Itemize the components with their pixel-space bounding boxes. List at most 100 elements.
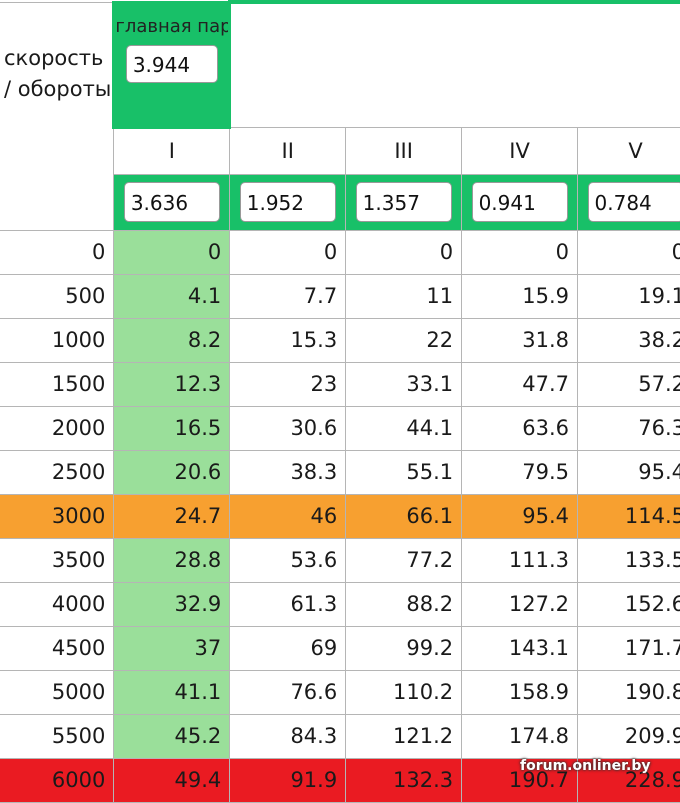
speed-cell-gear-4: 47.7 [461, 361, 579, 407]
speed-cell-gear-4: 111.3 [461, 537, 579, 583]
rpm-cell: 5500 [0, 713, 115, 759]
speed-cell-gear-4: 95.4 [461, 493, 579, 539]
rpm-cell: 6000 [0, 757, 115, 803]
speed-cell-gear-4: 15.9 [461, 273, 579, 319]
gear-ratio-cell-3: 1.357 [345, 173, 463, 231]
gear-header-1: I [113, 126, 231, 175]
table-row: 4500 37 69 99.2 143.1 171.7 [0, 625, 680, 671]
rpm-cell: 1500 [0, 361, 115, 407]
speed-cell-gear-1: 0 [113, 229, 231, 275]
speed-cell-gear-3: 132.3 [345, 757, 463, 803]
speed-cell-gear-2: 69 [229, 625, 347, 671]
speed-cell-gear-2: 38.3 [229, 449, 347, 495]
rpm-cell: 4000 [0, 581, 115, 627]
speed-cell-gear-5: 95.4 [577, 449, 680, 495]
gear-ratio-cell-1: 3.636 [113, 173, 231, 231]
speed-cell-gear-1: 24.7 [113, 493, 231, 539]
gear-ratio-cell-4: 0.941 [461, 173, 579, 231]
speed-cell-gear-2: 23 [229, 361, 347, 407]
speed-cell-gear-4: 0 [461, 229, 579, 275]
main-pair-cell: главная пара 3.944 [112, 0, 232, 129]
table-row: 4000 32.9 61.3 88.2 127.2 152.6 [0, 581, 680, 627]
table-row: 3000 24.7 46 66.1 95.4 114.5 [0, 493, 680, 539]
speed-cell-gear-4: 31.8 [461, 317, 579, 363]
rpm-cell: 1000 [0, 317, 115, 363]
gear-header-4: IV [461, 126, 579, 175]
gear-ratio-input-1[interactable]: 3.636 [123, 182, 220, 222]
speed-cell-gear-3: 88.2 [345, 581, 463, 627]
speed-cell-gear-3: 22 [345, 317, 463, 363]
forum-watermark: forum.onliner.by [520, 758, 651, 774]
speed-cell-gear-5: 133.5 [577, 537, 680, 583]
rpm-cell: 4500 [0, 625, 115, 671]
speed-cell-gear-1: 8.2 [113, 317, 231, 363]
table-row: 3500 28.8 53.6 77.2 111.3 133.5 [0, 537, 680, 583]
top-empty-area [229, 0, 680, 127]
speed-cell-gear-3: 44.1 [345, 405, 463, 451]
speed-cell-gear-5: 76.3 [577, 405, 680, 451]
speed-cell-gear-1: 37 [113, 625, 231, 671]
gear-ratio-cell-5: 0.784 [577, 173, 680, 231]
speed-cell-gear-1: 45.2 [113, 713, 231, 759]
gear-ratio-input-2[interactable]: 1.952 [239, 182, 336, 222]
speed-cell-gear-1: 49.4 [113, 757, 231, 803]
speed-cell-gear-4: 63.6 [461, 405, 579, 451]
speed-cell-gear-3: 99.2 [345, 625, 463, 671]
speed-cell-gear-5: 0 [577, 229, 680, 275]
speed-cell-gear-1: 20.6 [113, 449, 231, 495]
gear-header-5: V [577, 126, 680, 175]
speed-cell-gear-3: 121.2 [345, 713, 463, 759]
speed-cell-gear-4: 143.1 [461, 625, 579, 671]
speed-cell-gear-4: 127.2 [461, 581, 579, 627]
speed-cell-gear-4: 79.5 [461, 449, 579, 495]
speed-cell-gear-3: 77.2 [345, 537, 463, 583]
speed-cell-gear-3: 110.2 [345, 669, 463, 715]
gear-ratio-input-3[interactable]: 1.357 [355, 182, 452, 222]
speed-cell-gear-5: 152.6 [577, 581, 680, 627]
table-row: 5000 41.1 76.6 110.2 158.9 190.8 [0, 669, 680, 715]
speed-cell-gear-2: 30.6 [229, 405, 347, 451]
speed-cell-gear-1: 41.1 [113, 669, 231, 715]
speed-cell-gear-5: 171.7 [577, 625, 680, 671]
rpm-cell: 0 [0, 229, 115, 275]
speed-cell-gear-5: 19.1 [577, 273, 680, 319]
gear-ratio-input-4[interactable]: 0.941 [471, 182, 568, 222]
speed-cell-gear-4: 158.9 [461, 669, 579, 715]
speed-cell-gear-2: 46 [229, 493, 347, 539]
rpm-cell: 2500 [0, 449, 115, 495]
speed-cell-gear-1: 28.8 [113, 537, 231, 583]
speed-cell-gear-3: 55.1 [345, 449, 463, 495]
speed-cell-gear-5: 190.8 [577, 669, 680, 715]
corner-label: скорость / обороты [0, 1, 115, 231]
speed-cell-gear-3: 66.1 [345, 493, 463, 539]
rpm-cell: 2000 [0, 405, 115, 451]
speed-cell-gear-5: 209.9 [577, 713, 680, 759]
speed-cell-gear-2: 61.3 [229, 581, 347, 627]
table-row: 5500 45.2 84.3 121.2 174.8 209.9 [0, 713, 680, 759]
speed-cell-gear-5: 38.2 [577, 317, 680, 363]
rpm-cell: 500 [0, 273, 115, 319]
rpm-cell: 3500 [0, 537, 115, 583]
speed-cell-gear-1: 4.1 [113, 273, 231, 319]
rpm-cell: 3000 [0, 493, 115, 539]
speed-cell-gear-4: 174.8 [461, 713, 579, 759]
speed-cell-gear-5: 114.5 [577, 493, 680, 539]
speed-cell-gear-3: 11 [345, 273, 463, 319]
speed-cell-gear-1: 32.9 [113, 581, 231, 627]
main-pair-label: главная пара [115, 15, 227, 37]
speed-cell-gear-3: 0 [345, 229, 463, 275]
gear-header-2: II [229, 126, 347, 175]
speed-cell-gear-2: 76.6 [229, 669, 347, 715]
speed-cell-gear-2: 7.7 [229, 273, 347, 319]
main-pair-input[interactable]: 3.944 [125, 44, 218, 83]
gear-ratio-cell-2: 1.952 [229, 173, 347, 231]
speed-cell-gear-5: 57.2 [577, 361, 680, 407]
gear-ratio-input-5[interactable]: 0.784 [587, 182, 680, 222]
speed-cell-gear-1: 16.5 [113, 405, 231, 451]
speed-cell-gear-2: 15.3 [229, 317, 347, 363]
